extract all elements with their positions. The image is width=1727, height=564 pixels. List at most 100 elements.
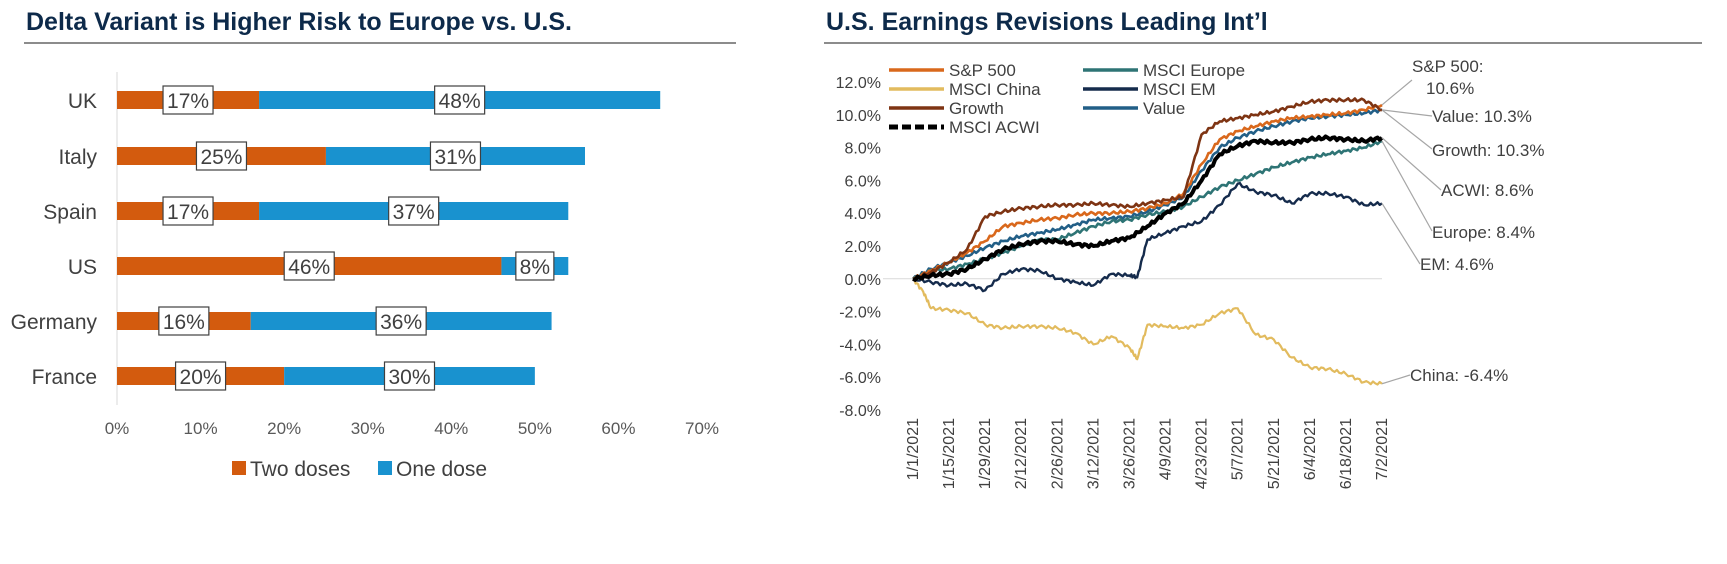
x-tick-label-group: 4/23/2021 [1194,418,1211,489]
x-tick-label-group: 6/4/2021 [1302,418,1319,480]
x-tick-label: 30% [351,419,385,438]
x-tick-label-group: 1/1/2021 [905,418,922,480]
x-tick-label-group: 5/7/2021 [1230,418,1247,480]
y-tick-label: 2.0% [845,239,881,256]
x-tick-label-group: 3/12/2021 [1085,418,1102,489]
data-label-box [375,306,427,336]
data-label: 17% [167,90,209,113]
vaccination-bar-chart: UK 17% 48% Italy 25% 31% Spain 17% 37% US 46% 8% Ger… [11,72,719,481]
left-title-rule [24,42,736,44]
end-label-5: EM: 4.6% [1420,255,1494,274]
x-tick-label: 70% [685,419,719,438]
y-tick-label: 12.0% [836,75,881,92]
x-tick-label-group: 1/29/2021 [977,418,994,489]
x-tick-label: 3/26/2021 [1121,418,1138,489]
legend-label-msci-acwi: MSCI ACWI [949,118,1040,137]
legend-label-two-doses: Two doses [250,458,350,481]
x-tick-label: 5/21/2021 [1266,418,1283,489]
data-label: 31% [434,146,476,169]
legend-label-growth: Growth [949,99,1004,118]
x-tick-label-group: 2/12/2021 [1013,418,1030,489]
data-label-box [383,361,436,391]
x-tick-label: 10% [184,419,218,438]
x-tick-label: 1/29/2021 [977,418,994,489]
end-label-0: S&P 500: [1412,57,1484,76]
end-label-3: ACWI: 8.6% [1441,181,1534,200]
left-chart-title: Delta Variant is Higher Risk to Europe v… [26,8,572,36]
x-tick-label: 6/4/2021 [1302,418,1319,480]
series-line-growth [912,97,1383,281]
x-tick-label: 2/12/2021 [1013,418,1030,489]
data-label-box [283,251,335,281]
category-label-uk: UK [68,90,97,113]
leader-line-2 [1381,109,1433,150]
data-label-box [515,251,555,281]
y-tick-label: -4.0% [839,337,881,354]
category-label-us: US [68,256,97,279]
data-label: 17% [167,201,209,224]
y-tick-label: -2.0% [839,305,881,322]
series-line-s-p-500 [912,103,1383,281]
x-tick-label-group: 7/2/2021 [1374,418,1391,480]
legend-label-s-p-500: S&P 500 [949,61,1016,80]
y-tick-label: 10.0% [836,108,881,125]
legend-swatch-two-doses [232,461,246,475]
data-label: 37% [393,201,435,224]
y-tick-label: 4.0% [845,206,881,223]
x-tick-label: 1/1/2021 [905,418,922,480]
x-tick-label-group: 4/9/2021 [1158,418,1175,480]
y-tick-label: 8.0% [845,141,881,158]
data-label-box [434,85,486,115]
data-label-box [158,306,210,336]
leader-line-6 [1381,374,1411,385]
end-label-6: China: -6.4% [1410,366,1508,385]
y-tick-label: 6.0% [845,173,881,190]
series-line-value [912,108,1383,280]
leader-line-0 [1381,79,1413,106]
x-tick-label-group: 3/26/2021 [1121,418,1138,489]
data-label: 8% [520,256,550,279]
category-label-spain: Spain [43,201,97,224]
x-tick-label: 4/23/2021 [1194,418,1211,489]
end-label-2: Growth: 10.3% [1432,141,1544,160]
legend-label-value: Value [1143,99,1185,118]
x-tick-label: 50% [518,419,552,438]
x-tick-label: 40% [434,419,468,438]
series-line-msci-acwi [912,134,1384,282]
legend-label-one-dose: One dose [396,458,487,481]
data-label-box [174,361,227,391]
x-tick-label-group: 6/18/2021 [1338,418,1355,489]
data-label-box [388,196,440,226]
x-tick-label: 4/9/2021 [1158,418,1175,480]
series-line-msci-china [912,277,1383,386]
category-label-germany: Germany [11,311,98,334]
right-title-rule [824,42,1702,44]
data-label: 48% [439,90,481,113]
legend-label-msci-china: MSCI China [949,80,1041,99]
data-label: 30% [388,366,430,389]
x-tick-label: 60% [601,419,635,438]
data-label-box [162,196,214,226]
data-label-box [195,141,248,171]
x-tick-label: 6/18/2021 [1338,418,1355,489]
series-line-msci-em [912,181,1383,293]
leader-line-5 [1381,203,1421,265]
end-label-1: Value: 10.3% [1432,107,1532,126]
data-label: 25% [200,146,242,169]
x-tick-label: 0% [105,419,130,438]
leader-line-4 [1381,140,1433,232]
x-tick-label: 2/26/2021 [1049,418,1066,489]
x-tick-label: 3/12/2021 [1085,418,1102,489]
category-label-italy: Italy [58,146,97,169]
data-label: 16% [163,311,205,334]
y-tick-label: 0.0% [845,272,881,289]
leader-line-3 [1381,137,1442,191]
leader-line-1 [1381,109,1433,117]
x-tick-label: 20% [267,419,301,438]
data-label-box [162,85,214,115]
x-tick-label: 5/7/2021 [1230,418,1247,480]
y-tick-label: -6.0% [839,370,881,387]
legend-label-msci-europe: MSCI Europe [1143,61,1245,80]
